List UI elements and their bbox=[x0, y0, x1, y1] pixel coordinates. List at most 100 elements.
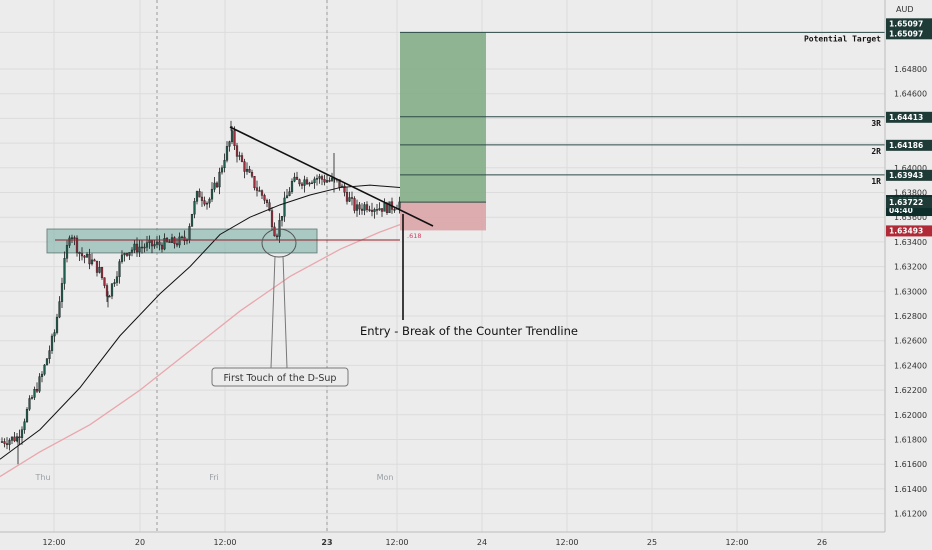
candles bbox=[0, 120, 401, 465]
candle-body bbox=[100, 267, 104, 278]
price-badge-text-potential-target: 1.65097 bbox=[889, 19, 923, 28]
candle-body bbox=[273, 226, 276, 237]
candle-body bbox=[173, 237, 176, 244]
candle-body bbox=[20, 429, 24, 438]
chart-overlay: Potential Target 3R 2R 1R .618 Entry - Break … bbox=[55, 31, 885, 387]
candle-body bbox=[208, 198, 211, 204]
candle-body bbox=[298, 179, 301, 185]
candle-body bbox=[195, 191, 199, 202]
candle-body bbox=[135, 243, 139, 253]
candle-body bbox=[85, 253, 89, 258]
price-tick: 1.61800 bbox=[894, 436, 927, 445]
candle-body bbox=[223, 160, 226, 169]
price-tick: 1.62000 bbox=[894, 411, 927, 420]
candle-body bbox=[238, 155, 241, 157]
candle-body bbox=[330, 177, 334, 181]
time-axis[interactable]: 12:00 20 12:00 23 12:00 24 12:00 25 12:00 26 Thu Fr… bbox=[0, 473, 885, 547]
candle-body bbox=[183, 236, 186, 242]
candle-body bbox=[68, 237, 71, 246]
level-label-2r: 2R bbox=[871, 147, 881, 156]
candle-body bbox=[365, 204, 369, 210]
price-tick: 1.63200 bbox=[894, 263, 927, 272]
price-badge-text-2r: 1.64186 bbox=[889, 141, 923, 150]
moving-averages bbox=[0, 184, 401, 478]
candle-body bbox=[378, 208, 381, 211]
candle-body bbox=[213, 182, 216, 190]
candle-body bbox=[188, 226, 191, 240]
candle-body bbox=[258, 190, 261, 192]
candle-body bbox=[265, 199, 269, 203]
candle-body bbox=[148, 240, 151, 243]
candle-body bbox=[358, 204, 361, 210]
candle-body bbox=[35, 389, 39, 392]
candle-body bbox=[128, 252, 131, 256]
level-label-potential-target: Potential Target bbox=[804, 33, 881, 43]
candle-body bbox=[48, 350, 51, 359]
price-axis[interactable]: AUD1.650971.648001.646001.644001.642001.… bbox=[884, 0, 932, 532]
time-tick: 12:00 bbox=[213, 538, 236, 547]
candle-body bbox=[315, 178, 319, 180]
candle-body bbox=[218, 171, 221, 188]
candle-body bbox=[200, 196, 204, 201]
candle-body bbox=[255, 187, 259, 191]
candle-body bbox=[270, 210, 274, 228]
price-badge-potential-target bbox=[886, 18, 932, 40]
price-tick: 1.63600 bbox=[894, 213, 927, 222]
candle-body bbox=[363, 204, 366, 211]
candle-body bbox=[245, 168, 249, 172]
candle-body bbox=[45, 358, 49, 366]
candle-body bbox=[3, 441, 6, 444]
candle-body bbox=[143, 246, 146, 249]
candle-body bbox=[353, 198, 356, 211]
candle-body bbox=[53, 332, 56, 337]
candle-body bbox=[73, 237, 76, 239]
candle-body bbox=[295, 176, 299, 180]
candle-body bbox=[323, 179, 326, 183]
entry-annotation: Entry - Break of the Counter Trendline bbox=[360, 324, 578, 338]
price-badge-text-potential-target: 1.65097 bbox=[889, 29, 923, 38]
touch-callout-box bbox=[211, 367, 349, 387]
touch-annotation: First Touch of the D-Sup bbox=[224, 373, 337, 384]
candle-body bbox=[398, 201, 401, 209]
day-label: Thu bbox=[34, 473, 50, 482]
candle-body bbox=[285, 195, 289, 199]
candle-body bbox=[278, 220, 281, 237]
candle-body bbox=[310, 182, 314, 185]
candle-body bbox=[348, 197, 351, 202]
candle-body bbox=[0, 441, 4, 443]
price-badge-2r bbox=[886, 139, 932, 151]
candle-body bbox=[380, 208, 384, 212]
candle-body bbox=[80, 253, 84, 257]
candle-body bbox=[283, 197, 286, 217]
candle-body bbox=[180, 236, 184, 239]
price-badge-text-3r: 1.64413 bbox=[889, 113, 923, 122]
support-zone bbox=[46, 228, 318, 254]
candle-body bbox=[388, 201, 391, 213]
candle-body bbox=[43, 364, 46, 375]
candle-body bbox=[320, 176, 324, 180]
candle-body bbox=[370, 209, 374, 212]
candle-body bbox=[23, 421, 26, 430]
candle-body bbox=[233, 130, 236, 146]
candle-body bbox=[98, 267, 101, 273]
currency-label: AUD bbox=[896, 5, 914, 14]
candle-body bbox=[75, 237, 79, 253]
candle-body bbox=[108, 295, 111, 298]
candle-body bbox=[115, 276, 119, 283]
price-tick: 1.61600 bbox=[894, 460, 927, 469]
candle-body bbox=[220, 167, 224, 173]
price-badge-text-current: 04:40 bbox=[889, 206, 913, 215]
candle-body bbox=[280, 216, 284, 221]
candle-body bbox=[355, 204, 359, 211]
candle-body bbox=[133, 243, 136, 251]
time-tick: 12:00 bbox=[555, 538, 578, 547]
candle-body bbox=[260, 190, 264, 196]
time-tick: 12:00 bbox=[725, 538, 748, 547]
price-tick: 1.62600 bbox=[894, 337, 927, 346]
candle-body bbox=[153, 244, 156, 247]
candle-body bbox=[345, 192, 349, 202]
candle-body bbox=[158, 241, 161, 246]
price-tick: 1.64000 bbox=[894, 164, 927, 173]
price-badge-text-stop: 1.63493 bbox=[889, 226, 923, 235]
